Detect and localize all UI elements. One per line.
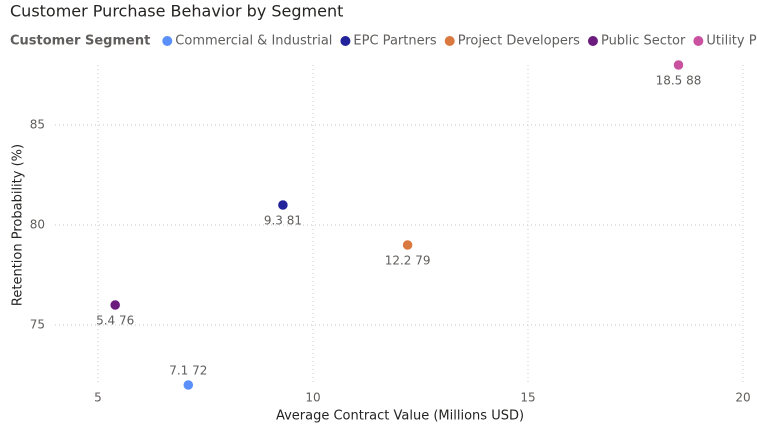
legend-label: Utility Providers <box>706 34 757 49</box>
scatter-point <box>183 379 194 391</box>
data-label: 12.2 79 <box>385 254 431 268</box>
y-tick-label: 75 <box>30 318 45 332</box>
scatter-point <box>673 59 684 71</box>
chart-title: Customer Purchase Behavior by Segment <box>10 2 343 21</box>
data-label: 7.1 72 <box>169 364 207 378</box>
legend-marker <box>693 36 704 46</box>
legend-title: Customer Segment <box>10 34 150 49</box>
legend-marker <box>587 36 598 46</box>
x-tick-label: 5 <box>94 391 102 405</box>
y-tick-label: 80 <box>30 218 45 232</box>
x-tick-label: 15 <box>520 391 535 405</box>
x-tick-label: 10 <box>305 391 320 405</box>
x-axis-title: Average Contract Value (Millions USD) <box>276 409 524 424</box>
legend-label: Public Sector <box>601 34 686 49</box>
x-tick-label: 20 <box>735 391 750 405</box>
legend-label: EPC Partners <box>353 34 437 49</box>
data-label: 9.3 81 <box>264 214 302 228</box>
data-label: 18.5 88 <box>656 74 702 88</box>
legend-label: Project Developers <box>458 34 580 49</box>
legend-marker <box>340 36 351 46</box>
legend-marker <box>444 36 455 46</box>
legend-label: Commercial & Industrial <box>175 34 332 49</box>
scatter-point <box>109 299 121 311</box>
legend-marker <box>162 36 173 46</box>
y-axis-title: Retention Probability (%) <box>11 144 26 306</box>
data-label: 5.4 76 <box>96 314 134 328</box>
scatter-point <box>277 199 289 211</box>
y-tick-label: 85 <box>30 118 45 132</box>
scatter-point <box>402 239 413 251</box>
